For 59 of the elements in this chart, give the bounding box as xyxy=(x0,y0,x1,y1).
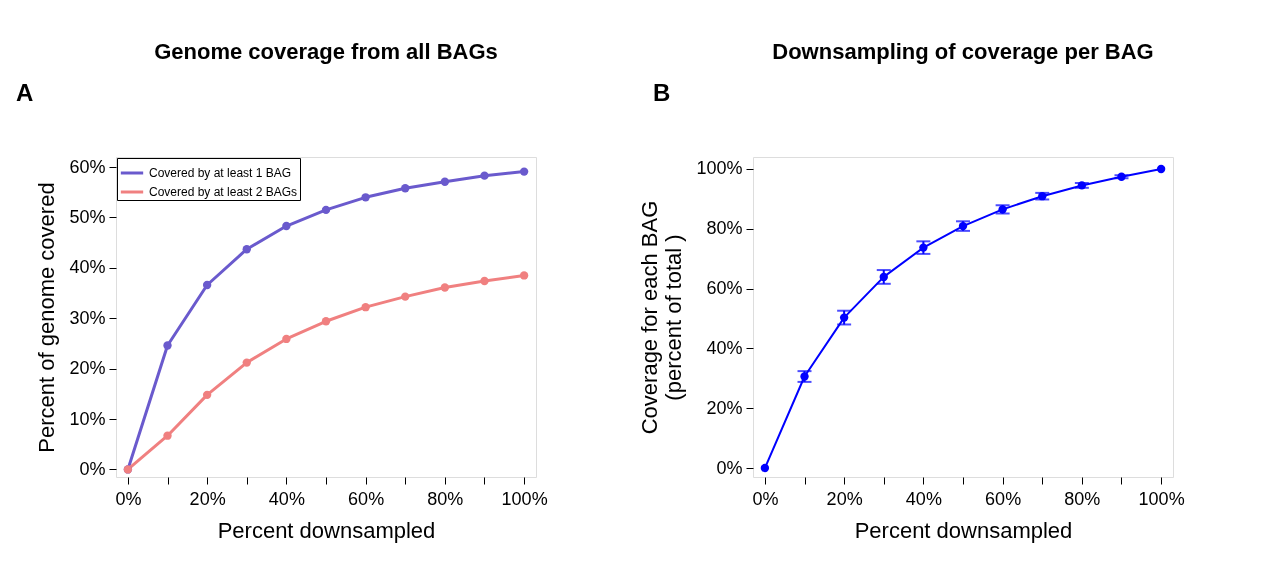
point xyxy=(480,276,489,286)
y-tick-label: 80% xyxy=(706,218,743,239)
y-tick-label: 60% xyxy=(706,278,743,299)
y-tick-label: 20% xyxy=(69,358,106,379)
x-axis-title: Percent downsampled xyxy=(854,517,1073,543)
point xyxy=(163,431,172,440)
x-tick-label: 60% xyxy=(348,488,385,509)
point xyxy=(361,193,370,202)
point xyxy=(1077,181,1087,190)
legend-label: Covered by at least 1 BAG xyxy=(149,166,292,180)
text: A xyxy=(16,79,34,106)
x-tick-label: 0% xyxy=(752,488,779,509)
point xyxy=(361,303,370,312)
y-tick-label: 40% xyxy=(706,337,743,358)
x-tick-label: 100% xyxy=(1138,488,1185,509)
point xyxy=(242,245,251,254)
point xyxy=(202,390,212,400)
x-tick-label: 20% xyxy=(189,488,226,509)
y-axis-title: Coverage for each BAG (percent of total ) xyxy=(637,200,687,435)
point xyxy=(321,205,331,215)
x-tick-label: 60% xyxy=(985,488,1022,509)
point xyxy=(401,292,410,301)
x-tick-label: 80% xyxy=(427,488,464,509)
y-tick-label: 0% xyxy=(716,457,743,478)
point xyxy=(839,313,849,322)
y-tick-label: 30% xyxy=(69,307,106,328)
point xyxy=(282,221,291,231)
point xyxy=(282,334,291,344)
point xyxy=(480,171,489,180)
x-tick-label: 20% xyxy=(826,488,863,509)
y-tick-label: 0% xyxy=(79,458,106,479)
point xyxy=(1156,164,1166,174)
y-tick-label: 20% xyxy=(706,397,743,418)
point xyxy=(163,341,172,350)
x-tick-label: 0% xyxy=(115,488,142,509)
y-tick-label: 10% xyxy=(69,408,106,429)
text: B xyxy=(653,79,671,106)
y-tick-label: 60% xyxy=(69,156,106,177)
point xyxy=(760,463,770,473)
point xyxy=(440,283,450,292)
point xyxy=(321,317,331,326)
x-tick-label: 40% xyxy=(905,488,942,509)
point xyxy=(440,177,450,186)
chart-title: Genome coverage from all BAGs xyxy=(154,39,498,64)
point xyxy=(242,358,251,367)
point xyxy=(401,184,410,193)
x-axis-title: Percent downsampled xyxy=(217,517,436,543)
x-tick-label: 100% xyxy=(501,488,548,509)
point xyxy=(519,167,529,176)
y-axis-title: Percent of genome covered xyxy=(34,182,60,453)
chart-title: Downsampling of coverage per BAG xyxy=(772,39,1154,64)
point xyxy=(202,280,212,290)
y-tick-label: 100% xyxy=(696,158,743,179)
x-tick-label: 40% xyxy=(268,488,305,509)
x-tick-label: 80% xyxy=(1064,488,1101,509)
y-tick-label: 40% xyxy=(69,257,106,278)
point xyxy=(519,271,529,280)
y-tick-label: 50% xyxy=(69,206,106,227)
legend-label: Covered by at least 2 BAGs xyxy=(149,185,298,199)
